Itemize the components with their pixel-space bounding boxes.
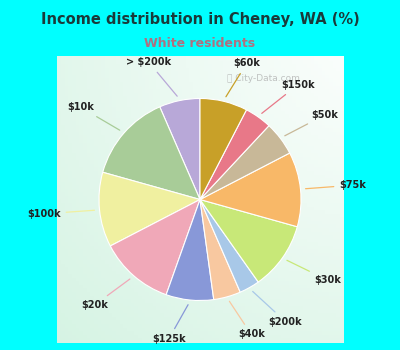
Text: $125k: $125k (152, 305, 188, 344)
Text: White residents: White residents (144, 37, 256, 50)
Wedge shape (200, 126, 290, 200)
Text: $200k: $200k (253, 292, 302, 327)
Text: $50k: $50k (285, 110, 338, 136)
Text: $20k: $20k (81, 279, 130, 310)
Wedge shape (200, 199, 258, 292)
Text: $30k: $30k (287, 260, 341, 285)
Text: $40k: $40k (230, 301, 265, 340)
Wedge shape (99, 172, 200, 246)
Wedge shape (200, 199, 297, 282)
Wedge shape (103, 107, 200, 200)
Wedge shape (160, 98, 200, 200)
Text: $10k: $10k (68, 103, 120, 130)
Wedge shape (200, 153, 301, 227)
Text: > $200k: > $200k (126, 57, 177, 96)
Wedge shape (166, 199, 214, 301)
Text: $60k: $60k (226, 58, 260, 97)
Wedge shape (200, 199, 240, 300)
Text: $100k: $100k (27, 209, 94, 219)
Text: $150k: $150k (262, 80, 314, 113)
Wedge shape (200, 110, 269, 200)
Wedge shape (200, 98, 246, 200)
Text: ⓘ City-Data.com: ⓘ City-Data.com (227, 75, 300, 83)
Wedge shape (110, 199, 200, 295)
Text: Income distribution in Cheney, WA (%): Income distribution in Cheney, WA (%) (41, 12, 359, 27)
Text: $75k: $75k (306, 180, 366, 190)
